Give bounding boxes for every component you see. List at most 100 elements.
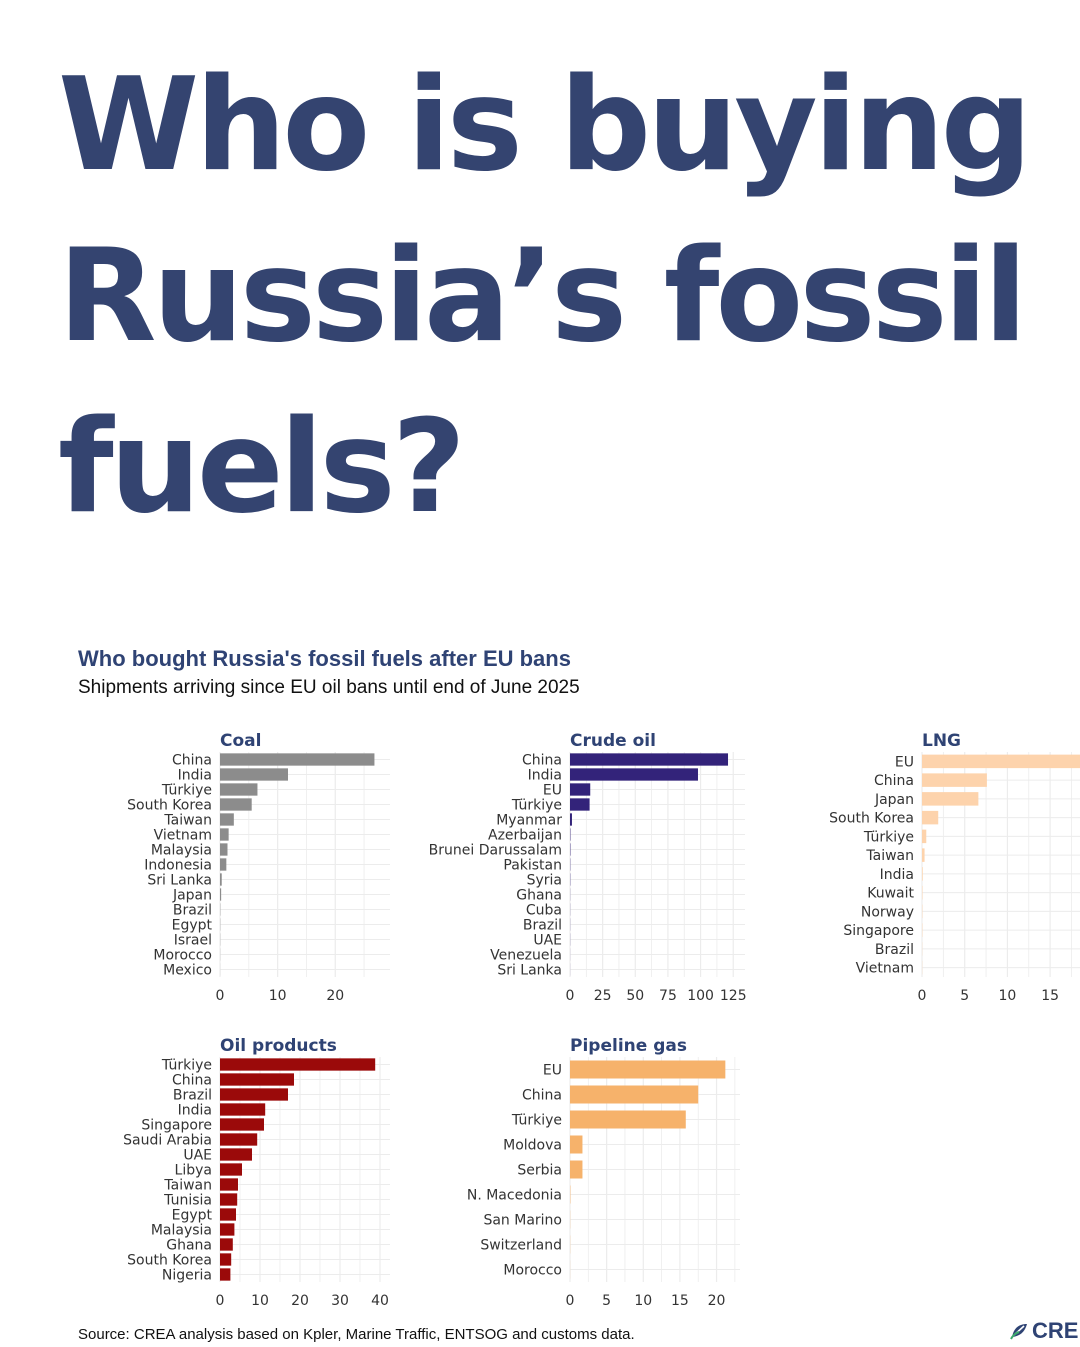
category-label-india: India [528, 768, 562, 784]
category-label-taiwan: Taiwan [865, 848, 914, 864]
category-label-china: China [172, 753, 212, 769]
tick-label: 10 [269, 988, 287, 1004]
bar-ghana [220, 1238, 233, 1251]
bar-turkiye [570, 798, 590, 811]
tick-label: 75 [659, 988, 677, 1004]
bar-taiwan [922, 848, 925, 862]
category-label-south-korea: South Korea [127, 798, 212, 814]
category-label-egypt: Egypt [172, 1208, 213, 1224]
category-label-brazil: Brazil [173, 1088, 212, 1104]
bar-india [220, 768, 288, 781]
category-label-kuwait: Kuwait [867, 886, 914, 902]
category-label-south-korea: South Korea [829, 811, 914, 827]
category-label-cuba: Cuba [526, 903, 562, 919]
bar-china [220, 753, 375, 766]
category-label-tunisia: Tunisia [163, 1193, 212, 1209]
category-label-india: India [178, 768, 212, 784]
bar-egypt [220, 1208, 236, 1221]
panel-title: Oil products [220, 1036, 337, 1056]
oil-products-panel: Oil products TürkiyeChinaBrazilIndiaSinga… [123, 1036, 390, 1309]
bar-turkiye [570, 1110, 686, 1129]
category-label-eu: EU [895, 754, 914, 770]
tick-label: 20 [708, 1293, 726, 1309]
chart-subtitle: Shipments arriving since EU oil bans unt… [78, 677, 580, 698]
category-label-n-macedonia: N. Macedonia [467, 1188, 562, 1204]
category-label-japan: Japan [874, 792, 914, 808]
category-label-vietnam: Vietnam [856, 961, 914, 977]
crea-logo-text: CRE [1032, 1318, 1079, 1343]
bar-china [570, 1085, 699, 1104]
bar-turkiye [220, 783, 258, 796]
category-label-brazil: Brazil [523, 918, 562, 934]
bar-south-korea [220, 1253, 232, 1266]
bar-taiwan [220, 813, 234, 826]
category-label-myanmar: Myanmar [496, 813, 562, 829]
bar-vietnam [220, 828, 229, 841]
bar-china [922, 773, 987, 787]
category-label-serbia: Serbia [517, 1163, 562, 1179]
bar-south-korea [922, 810, 939, 825]
category-label-nigeria: Nigeria [162, 1268, 212, 1284]
category-label-singapore: Singapore [843, 923, 914, 939]
tick-label: 0 [216, 988, 225, 1004]
category-label-mexico: Mexico [163, 963, 212, 979]
tick-label: 5 [960, 988, 969, 1004]
category-label-turkiye: Türkiye [511, 798, 562, 814]
crea-leaf-icon [1010, 1324, 1027, 1340]
category-label-syria: Syria [527, 873, 562, 889]
bar-singapore [220, 1118, 264, 1131]
bar-south-korea [220, 798, 252, 811]
category-label-saudi-arabia: Saudi Arabia [123, 1133, 212, 1149]
bar-eu [922, 754, 1080, 769]
bar-turkiye [922, 829, 927, 844]
bar-china [570, 753, 729, 766]
lng-panel: LNG EU China Japan South Korea Türkiye Taiwan I… [829, 731, 1080, 1004]
category-label-azerbaijan: Azerbaijan [488, 828, 562, 844]
category-label-sri-lanka: Sri Lanka [497, 963, 562, 979]
tick-label: 100 [687, 988, 714, 1004]
bar-saudi-arabia [220, 1133, 258, 1146]
category-label-taiwan: Taiwan [163, 1178, 212, 1194]
panel-title: Coal [220, 731, 261, 751]
bar-eu [570, 783, 591, 796]
category-label-ghana: Ghana [166, 1238, 212, 1254]
tick-label: 0 [566, 1293, 575, 1309]
category-label-egypt: Egypt [172, 918, 213, 934]
tick-label: 125 [720, 988, 747, 1004]
category-label-china: China [172, 1073, 212, 1089]
category-label-china: China [522, 753, 562, 769]
bar-malaysia [220, 1223, 235, 1236]
bar-india [570, 768, 698, 781]
category-label-israel: Israel [174, 933, 212, 949]
tick-label: 50 [626, 988, 644, 1004]
bar-india [922, 867, 923, 881]
bar-tunisia [220, 1193, 238, 1206]
bar-taiwan [220, 1178, 238, 1191]
panel-title: LNG [922, 731, 961, 751]
category-label-eu: EU [543, 783, 562, 799]
tick-label: 10 [634, 1293, 652, 1309]
category-label-eu: EU [543, 1063, 562, 1079]
bar-japan [220, 888, 222, 901]
tick-label: 10 [251, 1293, 269, 1309]
chart-title: Who bought Russia's fossil fuels after E… [78, 646, 571, 671]
bar-indonesia [220, 858, 227, 871]
source-note: Source: CREA analysis based on Kpler, Ma… [78, 1326, 635, 1343]
bar-sri-lanka [220, 873, 222, 886]
panel-title: Crude oil [570, 731, 656, 751]
category-label-morocco: Morocco [153, 948, 212, 964]
bar-japan [922, 792, 979, 806]
category-label-sri-lanka: Sri Lanka [147, 873, 212, 889]
bar-brazil [220, 1088, 288, 1101]
category-label-ghana: Ghana [516, 888, 562, 904]
category-label-morocco: Morocco [503, 1263, 562, 1279]
category-label-venezuela: Venezuela [490, 948, 562, 964]
crude-oil-panel: Crude oil ChinaIndiaEUTürkiyeMyanmarAzerb… [429, 731, 747, 1004]
bar-myanmar [570, 813, 572, 826]
tick-label: 15 [671, 1293, 689, 1309]
category-label-brazil: Brazil [173, 903, 212, 919]
category-label-turkiye: Türkiye [161, 783, 212, 799]
category-label-malaysia: Malaysia [151, 843, 212, 859]
category-label-turkiye: Türkiye [161, 1058, 212, 1074]
bar-malaysia [220, 843, 228, 856]
